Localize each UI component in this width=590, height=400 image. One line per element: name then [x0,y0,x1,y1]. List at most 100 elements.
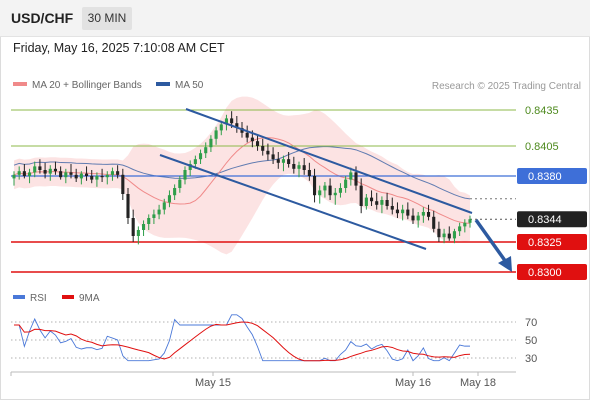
candle-body [333,192,337,196]
candle-body [411,215,415,221]
candle-body [105,174,109,178]
candle-body [17,171,21,175]
candle-body [59,171,63,178]
candle-body [219,124,223,131]
candle-body [416,215,420,221]
candle-body [421,212,425,216]
legend-ma50: MA 50 [156,80,203,91]
candle-body [235,123,239,128]
candle-body [390,206,394,210]
candle-body [33,166,37,173]
candle-body [432,216,436,229]
candle-body [27,172,32,176]
candle-body [250,137,254,142]
x-tick-label: May 16 [395,377,431,389]
candle-body [442,233,446,238]
candle-body [307,170,311,176]
rsi-tick-label: 70 [525,317,537,329]
candle-body [43,170,47,174]
candle-body [162,202,166,210]
candle-body [463,222,467,227]
candle-body [354,172,358,186]
candle-body [22,171,26,176]
candle-body [141,224,146,230]
candle-body [266,150,270,155]
ma9-swatch [62,295,74,300]
price-level-label: 0.8380 [528,171,562,183]
candle-body [152,214,156,218]
candle-body [100,176,104,178]
candle-body [364,197,368,206]
ma20-swatch [13,82,27,87]
candle-body [426,212,431,217]
candle-body [276,159,280,163]
candle-body [116,171,120,175]
ma20-line [13,137,471,224]
candle-body [261,146,265,151]
candle-body [437,228,441,238]
candle-body [245,132,249,138]
candle-body [338,188,343,193]
candle-body [380,200,384,205]
candle-body [224,118,229,125]
channel-lower-line [159,154,427,250]
candle-body [292,164,296,169]
legend-ma9-label: 9MA [79,293,100,304]
price-level-tag [517,234,587,250]
candle-body [147,218,151,224]
candle-body [110,171,115,175]
candle-body [297,165,301,169]
x-tick-label: May 18 [460,377,496,389]
candle-body [167,195,172,203]
candle-body [344,179,348,188]
rsi-tick-label: 30 [525,353,537,365]
candle-body [328,185,332,196]
candle-body [230,118,234,124]
candle-body [255,141,260,146]
price-level-tag [517,168,587,184]
candle-body [401,209,405,214]
price-level-label: 0.8325 [528,237,562,249]
candle-body [312,176,317,196]
candle-body [12,174,16,179]
candle-body [271,154,275,160]
legend-ma50-label: MA 50 [175,80,204,91]
price-level-tag [517,264,587,280]
candle-body [126,194,130,218]
candle-body [198,153,203,160]
legend-rsi: RSI [13,293,47,304]
candle-body [38,166,42,170]
timeframe-button[interactable]: 30 MIN [82,7,132,30]
candle-body [395,209,400,214]
chart-header: USD/CHF 30 MIN [0,0,590,37]
candle-body [64,172,68,178]
candle-body [188,164,192,170]
candle-body [359,185,363,206]
candle-body [204,147,208,154]
price-level-label: 0.8300 [528,267,562,279]
forecast-arrow-head [498,256,512,272]
candle-body [157,209,161,215]
candle-body [183,170,187,180]
candle-body [95,176,99,180]
price-level-label: 0.8344 [528,214,562,226]
candle-body [79,173,83,179]
candle-body [468,219,472,223]
candle-body [121,174,125,194]
rsi-ma9-line [14,321,471,362]
candle-body [178,179,182,188]
timestamp: Friday, May 16, 2025 7:10:08 AM CET [13,41,225,55]
candle-body [447,233,451,239]
rsi-line [14,314,470,362]
candle-body [385,200,389,206]
candle-body [302,165,306,170]
candle-body [375,201,379,205]
candle-body [136,230,140,236]
candle-body [406,209,410,216]
candle-body [193,159,197,164]
candle-body [131,218,135,236]
legend-ma20-label: MA 20 + Bollinger Bands [32,80,142,91]
candle-body [214,130,218,139]
candle-body [323,185,327,191]
